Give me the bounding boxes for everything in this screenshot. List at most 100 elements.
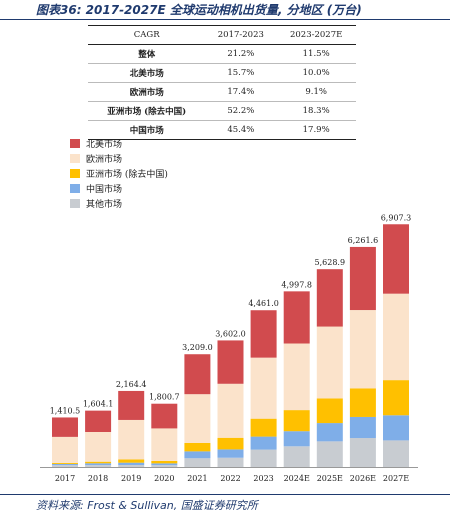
bar-segment (250, 310, 277, 358)
bar-segment (85, 431, 112, 462)
bar-segment (283, 291, 310, 344)
legend-swatch (70, 184, 80, 193)
source-note: 资料来源: Frost & Sullivan, 国盛证券研究所 (36, 499, 258, 512)
cagr-row: 亚洲市场 (除去中国) 52.2% 18.3% (88, 101, 356, 121)
bar-segment (217, 340, 244, 384)
bar-segment (85, 465, 112, 467)
bar-segment (118, 462, 145, 465)
bar-segment (217, 449, 244, 458)
bar-segment (383, 440, 409, 467)
cagr-row: 北美市场 15.7% 10.0% (88, 63, 356, 83)
bar-segment (184, 458, 211, 467)
bar-segment (217, 457, 244, 467)
cagr-value: 9.1% (276, 82, 356, 102)
bar-segment (316, 398, 343, 424)
cagr-value: 17.4% (205, 82, 277, 102)
legend-item: 中国市场 (70, 181, 168, 196)
bar-segment (85, 463, 112, 466)
cagr-region: 中国市场 (88, 120, 206, 140)
total-label: 1,604.1 (83, 400, 114, 409)
cagr-value: 18.3% (276, 101, 356, 121)
legend-swatch (70, 154, 80, 163)
cagr-row: 整体 21.2% 11.5% (88, 44, 356, 64)
bar-segment (383, 293, 409, 381)
bar-segment (52, 465, 78, 467)
cagr-value: 45.4% (205, 120, 277, 140)
x-tick-label: 2017 (55, 474, 75, 483)
total-labels-layer: 1,410.51,604.1 2,164.41,800.7 3,209.03,602… (50, 213, 412, 415)
bar-segment (316, 269, 343, 327)
bar-segment (151, 460, 178, 464)
cagr-value: 11.5% (276, 44, 356, 64)
x-tick-label: 2026E (350, 474, 376, 483)
x-tick-label: 2019 (121, 474, 141, 483)
total-label: 3,602.0 (215, 329, 246, 338)
legend-item: 其他市场 (70, 196, 168, 211)
cagr-row: 中国市场 45.4% 17.9% (88, 120, 356, 140)
bar-segment (383, 415, 409, 441)
bar-segment (118, 459, 145, 463)
bar-segment (184, 394, 211, 443)
bar-segment (316, 326, 343, 399)
cagr-table: CAGR 2017-2023 2023-2027E 整体 21.2% 11.5%… (88, 25, 356, 140)
legend-swatch (70, 199, 80, 208)
bar-segment (52, 463, 78, 466)
bar-segment (85, 410, 112, 432)
bar-segment (250, 449, 277, 467)
cagr-header: 2023-2027E (276, 25, 356, 45)
bar-segment (250, 436, 277, 450)
x-axis: 2017 2018 2019 2020 2021 2022 2023 2024E 2025E 20… (40, 467, 418, 483)
x-tick-label: 2024E (284, 474, 310, 483)
title-divider (0, 19, 450, 20)
total-label: 4,461.0 (248, 299, 279, 308)
bar-segment (283, 410, 310, 432)
bar-segment (52, 436, 78, 463)
x-tick-label: 2021 (187, 474, 207, 483)
bar-segment (151, 463, 178, 466)
bar-segment (250, 357, 277, 419)
total-label: 3,209.0 (182, 343, 213, 352)
bars-layer (52, 224, 409, 467)
total-label: 5,628.9 (315, 258, 346, 267)
cagr-value: 10.0% (276, 63, 356, 83)
cagr-value: 17.9% (276, 120, 356, 140)
legend-label: 亚洲市场 (除去中国) (86, 170, 168, 180)
bar-segment (151, 428, 178, 461)
bar-segment (349, 310, 376, 389)
legend-swatch (70, 139, 80, 148)
bar-segment (151, 403, 178, 429)
cagr-region: 整体 (88, 44, 206, 64)
bar-segment (250, 418, 277, 437)
bar-segment (349, 438, 376, 467)
bar-segment (52, 462, 78, 464)
x-tick-label: 2027E (383, 474, 409, 483)
x-tick-label: 2022 (220, 474, 240, 483)
cagr-header: CAGR (88, 25, 206, 45)
cagr-header-row: CAGR 2017-2023 2023-2027E (88, 25, 356, 45)
cagr-value: 21.2% (205, 44, 277, 64)
bar-segment (383, 380, 409, 416)
bar-segment (151, 465, 178, 467)
legend-label: 中国市场 (86, 185, 123, 195)
bar-segment (184, 451, 211, 459)
bar-segment (383, 224, 409, 294)
total-label: 1,410.5 (50, 406, 81, 415)
bar-segment (118, 464, 145, 467)
x-tick-label: 2020 (154, 474, 174, 483)
legend-swatch (70, 169, 80, 178)
legend-item: 亚洲市场 (除去中国) (70, 166, 168, 181)
legend-label: 欧洲市场 (86, 155, 123, 165)
cagr-region: 欧洲市场 (88, 82, 206, 102)
total-label: 6,261.6 (348, 236, 379, 245)
legend-item: 欧洲市场 (70, 151, 168, 166)
bar-segment (184, 354, 211, 395)
cagr-region: 北美市场 (88, 63, 206, 83)
bar-segment (349, 246, 376, 311)
total-label: 4,997.8 (281, 280, 312, 289)
bar-segment (217, 383, 244, 438)
legend-item: 北美市场 (70, 136, 168, 151)
cagr-region: 亚洲市场 (除去中国) (88, 101, 206, 121)
legend-label: 北美市场 (86, 140, 123, 150)
total-label: 6,907.3 (381, 213, 412, 222)
bar-segment (316, 441, 343, 467)
